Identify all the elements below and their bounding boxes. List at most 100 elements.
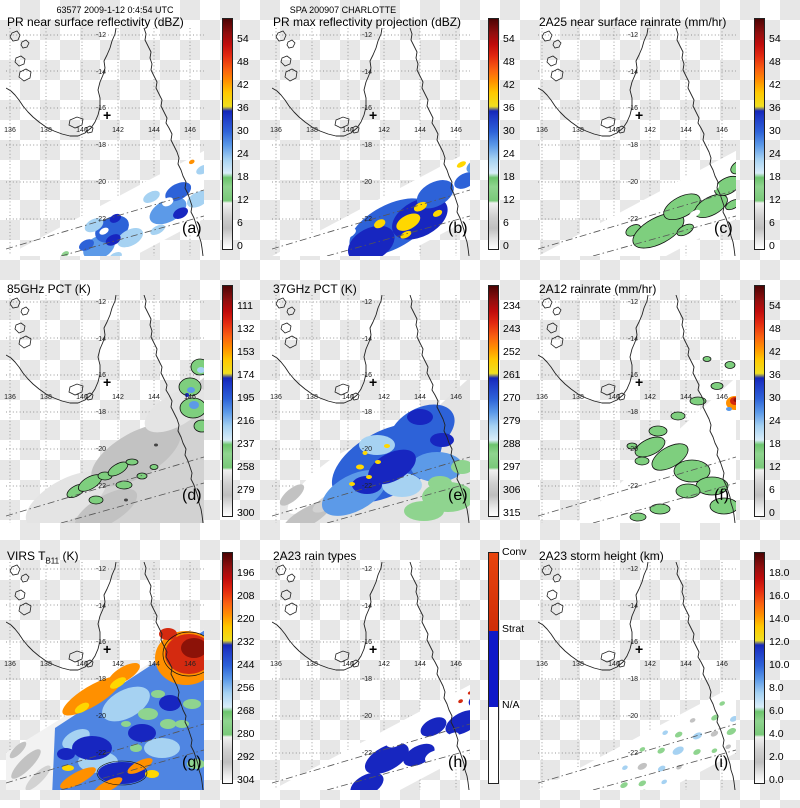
colorbar-tick: 30: [503, 125, 515, 137]
colorbar-tick: 216: [237, 415, 255, 427]
storm-marker: +: [635, 641, 644, 657]
colorbar-ticks: 54 48 42 36 30 24 18 12 6 0: [237, 34, 249, 252]
panel-letter: (a): [182, 220, 202, 237]
colorbar-ticks: 54 48 42 36 30 24 18 12 6 0: [503, 34, 515, 252]
map-canvas: [272, 28, 470, 256]
panel-title: 85GHz PCT (K): [7, 282, 91, 298]
colorbar-tick: 111: [237, 300, 253, 312]
panel-title-text: 2A23 rain types: [273, 549, 357, 563]
panel-title: 2A23 rain types: [273, 549, 356, 565]
colorbar-tick: 244: [237, 659, 255, 671]
colorbar-tick: 42: [503, 79, 515, 91]
panel-title-text: PR near surface reflectivity (dBZ): [7, 15, 184, 29]
colorbar-tick: 261: [503, 369, 521, 381]
colorbar-tick: 30: [237, 125, 249, 137]
colorbar-tick: 54: [503, 33, 515, 45]
panel-h: 2A23 rain types 136 138 140 142 144 146 -12 -1…: [266, 544, 532, 808]
panel-b: PR max reflectivity projection (dBZ) 136…: [266, 10, 532, 274]
panel-title-text: VIRS T: [7, 549, 46, 563]
map-area: 136 138 140 142 144 146 -12 -14 -16 -18 -20 -22 + …: [536, 295, 736, 523]
colorbar-tick: 258: [237, 461, 255, 473]
swath-data: [6, 628, 204, 790]
colorbar-tick: 280: [237, 728, 255, 740]
colorbar-tick: 54: [769, 33, 781, 45]
panel-title-end: (K): [59, 549, 79, 563]
colorbar-tick: 36: [237, 102, 249, 114]
panel-title-text: 37GHz PCT (K): [273, 282, 357, 296]
colorbar-tick: 42: [769, 79, 781, 91]
colorbar-tick: 315: [503, 507, 521, 519]
colorbar-tick: 237: [237, 438, 255, 450]
storm-marker: +: [103, 107, 112, 123]
panel-title: 37GHz PCT (K): [273, 282, 357, 298]
colorbar-tick: 18: [503, 171, 515, 183]
panel-letter: (d): [182, 487, 202, 504]
panel-title-text: 85GHz PCT (K): [7, 282, 91, 296]
colorbar-tick: 24: [769, 415, 781, 427]
colorbar-tick: 36: [769, 369, 781, 381]
colorbar: [754, 285, 765, 517]
map-area: 136 138 140 142 144 146 -12 -14 -16 -18 -20 -22 + …: [270, 562, 470, 790]
colorbar-label-conv: Conv: [502, 546, 527, 558]
panel-g: VIRS TB11 (K): [0, 544, 266, 808]
orbit-timestamp: 63577 2009-1-12 0:4:54 UTC: [56, 5, 174, 15]
colorbar-tick: 12.0: [769, 636, 790, 648]
colorbar: [222, 552, 233, 784]
panel-c: 2A25 near surface rainrate (mm/hr) 136 13…: [532, 10, 798, 274]
swath-data: [25, 358, 204, 523]
colorbar-tick: 270: [503, 392, 521, 404]
panel-letter: (f): [714, 487, 730, 504]
colorbar-tick: 6.0: [769, 705, 784, 717]
swath-data: [538, 107, 736, 256]
colorbar-categorical: [488, 552, 499, 784]
colorbar-tick: 0: [769, 240, 775, 252]
colorbar-tick: 6: [503, 217, 509, 229]
colorbar: [222, 285, 233, 517]
colorbar-tick: 48: [237, 56, 249, 68]
colorbar-tick: 132: [237, 323, 255, 335]
swath-data: [272, 107, 470, 256]
map-canvas: [272, 562, 470, 790]
colorbar-tick: 6: [769, 484, 775, 496]
panel-a: PR near surface reflectivity (dBZ): [0, 10, 266, 274]
map-area: 136 138 140 142 144 146 -12 -14 -16 -18 -20 -22 + …: [270, 295, 470, 523]
colorbar-tick: 220: [237, 613, 255, 625]
colorbar-ticks: 54 48 42 36 30 24 18 12 6 0: [769, 301, 781, 519]
colorbar-tick: 30: [769, 392, 781, 404]
panel-letter: (b): [448, 220, 468, 237]
panel-d: 85GHz PCT (K): [0, 277, 266, 541]
panel-title-text: 2A23 storm height (km): [539, 549, 664, 563]
colorbar: [754, 18, 765, 250]
colorbar-tick: 234: [503, 300, 521, 312]
map-canvas: [538, 28, 736, 256]
colorbar-tick: 243: [503, 323, 521, 335]
swath-data: [272, 641, 470, 790]
storm-id: SPA 200907 CHARLOTTE: [289, 5, 397, 15]
colorbar: [488, 18, 499, 250]
map-canvas: [538, 562, 736, 790]
colorbar-tick: 24: [769, 148, 781, 160]
colorbar-tick: 0: [503, 240, 509, 252]
colorbar-tick: 54: [237, 33, 249, 45]
colorbar-tick: 2.0: [769, 751, 784, 763]
storm-marker: +: [369, 107, 378, 123]
panel-f: 2A12 rainrate (mm/hr) 136 138 140 142 144 146…: [532, 277, 798, 541]
swath-data: [538, 641, 736, 790]
map-area: 136 138 140 142 144 146 -12 -14 -16 -18 -20 -22 + …: [4, 562, 204, 790]
colorbar-tick: 48: [769, 56, 781, 68]
colorbar-tick: 256: [237, 682, 255, 694]
swath-data: [6, 107, 204, 256]
swath-data: [279, 377, 470, 523]
map-area: 136 138 140 142 144 146 -12 -14 -16 -18 -20 -22 + …: [536, 28, 736, 256]
colorbar-ticks: 54 48 42 36 30 24 18 12 6 0: [769, 34, 781, 252]
map-area: 136 138 140 142 144 146 -12 -14 -16 -18 -20 -22 + …: [4, 28, 204, 256]
panel-letter: (h): [448, 754, 468, 771]
colorbar-ticks: 196 208 220 232 244 256 268 280 292 304: [237, 568, 255, 786]
colorbar-tick: 4.0: [769, 728, 784, 740]
colorbar-tick: 0: [769, 507, 775, 519]
map-canvas: [6, 295, 204, 523]
colorbar-tick: 292: [237, 751, 255, 763]
colorbar-tick: 12: [237, 194, 249, 206]
storm-marker: +: [369, 374, 378, 390]
